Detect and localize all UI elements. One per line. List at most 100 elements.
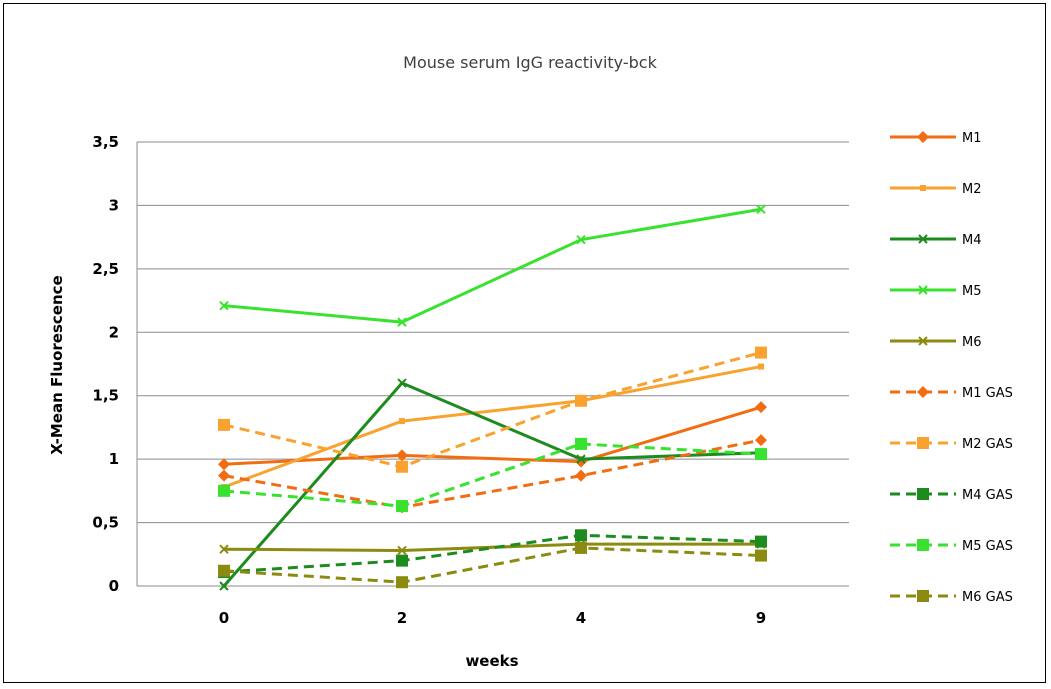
legend-entry-m2: M2: [890, 182, 982, 197]
legend-marker: [917, 386, 929, 398]
series-m6: [219, 539, 766, 556]
legend-entry-m4: M4: [890, 233, 982, 248]
series-m2-gas: [218, 346, 767, 473]
legend-marker: [920, 185, 926, 191]
data-point-m6-gas: [218, 564, 230, 577]
data-point-m1-gas: [218, 469, 230, 482]
legend: M1 M2 M4 M5 M6 M1 GAS M2 GAS M4 GAS M5 GAS M6 GAS: [890, 131, 1013, 605]
legend-label: M2: [962, 182, 982, 197]
series-line-m6-gas: [223, 546, 762, 584]
data-point-m2-gas: [218, 418, 230, 431]
x-tick-labels: 0 2 4 9: [219, 609, 766, 627]
data-point-m5-gas: [396, 500, 408, 513]
data-point-m5-gas: [755, 448, 767, 461]
legend-marker: [918, 336, 928, 346]
legend-entry-m6-gas: M6 GAS: [890, 590, 1013, 605]
series-line-m2: [223, 365, 762, 489]
legend-label: M6 GAS: [962, 590, 1013, 605]
legend-marker: [918, 285, 928, 295]
legend-entry-m5: M5: [890, 284, 982, 299]
legend-marker: [917, 539, 929, 551]
data-point-m1: [755, 401, 767, 414]
series-line-m5-gas: [223, 442, 762, 508]
data-point-m4: [576, 454, 586, 464]
data-point-m6-gas: [755, 549, 767, 562]
y-tick-label: 3: [109, 196, 119, 214]
y-tick-label: 1,5: [92, 387, 119, 405]
series-m1: [218, 401, 767, 471]
data-point-m5: [219, 300, 229, 311]
data-point-m5-gas: [575, 437, 587, 450]
data-point-m4-gas: [755, 535, 767, 548]
data-point-m1: [218, 458, 230, 471]
series-line-m2-gas: [223, 351, 762, 469]
data-point-m1-gas: [575, 469, 587, 482]
series-line-m6: [223, 542, 761, 552]
legend-entry-m2-gas: M2 GAS: [890, 437, 1013, 452]
legend-entry-m5-gas: M5 GAS: [890, 539, 1013, 554]
data-point-m5: [576, 234, 586, 245]
data-point-m5-gas: [218, 484, 230, 497]
series-line-m1-gas: [223, 438, 762, 509]
data-point-m6: [219, 544, 229, 554]
chart-frame: [3, 3, 1046, 683]
data-point-m2: [399, 418, 405, 425]
data-point-m5: [756, 204, 766, 214]
legend-marker: [917, 590, 929, 602]
legend-marker: [918, 234, 928, 244]
y-tick-label: 2: [109, 323, 119, 341]
series-line-m4-gas: [223, 533, 762, 574]
legend-label: M5: [962, 284, 982, 299]
data-point-m4-gas: [396, 554, 408, 567]
y-axis-label: X-Mean Fluorescence: [48, 275, 66, 454]
series-line-m4: [222, 381, 762, 587]
series-m5-gas: [218, 437, 767, 513]
data-point-m2-gas: [575, 394, 587, 407]
series-m5: [219, 204, 766, 327]
legend-label: M2 GAS: [962, 437, 1013, 452]
data-point-m6-gas: [575, 541, 587, 554]
data-point-m1: [396, 449, 408, 462]
data-point-m4-gas: [575, 529, 587, 542]
series-group: [218, 204, 767, 591]
data-point-m6: [397, 545, 407, 556]
legend-label: M4: [962, 233, 982, 248]
x-tick-label: 2: [397, 609, 407, 627]
data-point-m4: [219, 581, 229, 591]
y-tick-label: 1: [109, 450, 119, 468]
data-point-m4: [397, 378, 407, 388]
legend-label: M6: [962, 335, 982, 350]
x-tick-label: 9: [756, 609, 766, 627]
y-tick-labels: 0 0,5 1 1,5 2 2,5 3 3,5: [92, 133, 119, 595]
axes: [136, 142, 849, 587]
data-point-m5: [397, 317, 407, 327]
x-tick-label: 4: [576, 609, 586, 627]
legend-entry-m1-gas: M1 GAS: [890, 386, 1013, 401]
y-tick-label: 3,5: [92, 133, 119, 151]
legend-entry-m4-gas: M4 GAS: [890, 488, 1013, 503]
series-m6-gas: [218, 541, 767, 589]
legend-marker: [917, 488, 929, 500]
data-point-m6-gas: [396, 576, 408, 589]
legend-entry-m1: M1: [890, 131, 982, 146]
series-m2: [221, 363, 764, 491]
legend-marker: [917, 437, 929, 449]
data-point-m1-gas: [755, 434, 767, 447]
gridlines: [137, 141, 849, 587]
x-tick-label: 0: [219, 609, 229, 627]
y-tick-label: 0: [109, 577, 119, 595]
series-line-m1: [223, 405, 762, 466]
legend-marker: [917, 131, 929, 143]
legend-label: M5 GAS: [962, 539, 1013, 554]
y-tick-label: 0,5: [92, 514, 119, 532]
chart-title: Mouse serum IgG reactivity-bck: [403, 53, 657, 72]
data-point-m2: [758, 363, 764, 370]
series-line-m5: [223, 207, 762, 324]
y-tick-label: 2,5: [92, 260, 119, 278]
legend-label: M1 GAS: [962, 386, 1013, 401]
legend-entry-m6: M6: [890, 335, 982, 350]
legend-label: M4 GAS: [962, 488, 1013, 503]
data-point-m2-gas: [755, 346, 767, 359]
legend-label: M1: [962, 131, 982, 146]
